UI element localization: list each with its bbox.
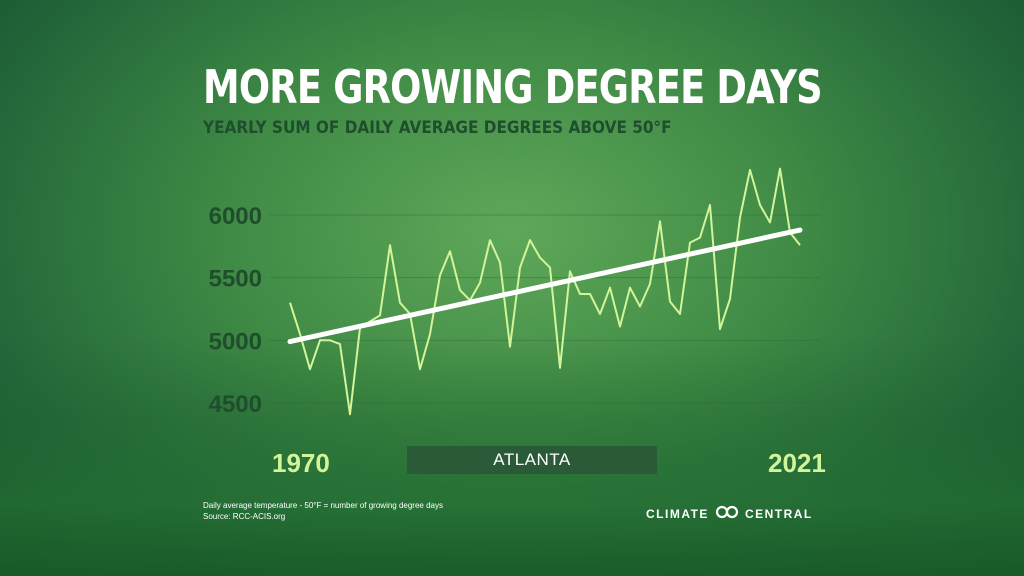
footnote-source: Source: RCC-ACIS.org [203,512,286,521]
brand-word-central: CENTRAL [744,506,813,521]
x-start-year-label: 1970 [272,448,330,478]
footnote: Daily average temperature - 50°F = numbe… [203,500,443,522]
series-group [287,167,803,416]
gridlines [270,214,820,404]
chart-subtitle: YEARLY SUM OF DAILY AVERAGE DEGREES ABOV… [203,118,672,138]
x-end-year-label: 2021 [768,448,826,478]
footnote-line-1: Daily average temperature - 50°F = numbe… [203,501,443,510]
y-tick-label-5000: 5000 [209,328,262,355]
trend-line [287,227,803,345]
climate-central-logo-icon [715,505,739,522]
gdd-series-line [289,167,801,416]
y-tick-label-4500: 4500 [209,391,262,418]
location-label: ATLANTA [407,446,657,474]
brand-logo: CLIMATE CENTRAL [646,505,813,522]
brand-word-climate: CLIMATE [646,506,709,521]
y-axis-ticks: 4500 5000 5500 6000 [209,203,262,418]
y-tick-label-6000: 6000 [209,203,262,230]
y-tick-label-5500: 5500 [209,266,262,293]
chart-title: MORE GROWING DEGREE DAYS [203,60,823,114]
